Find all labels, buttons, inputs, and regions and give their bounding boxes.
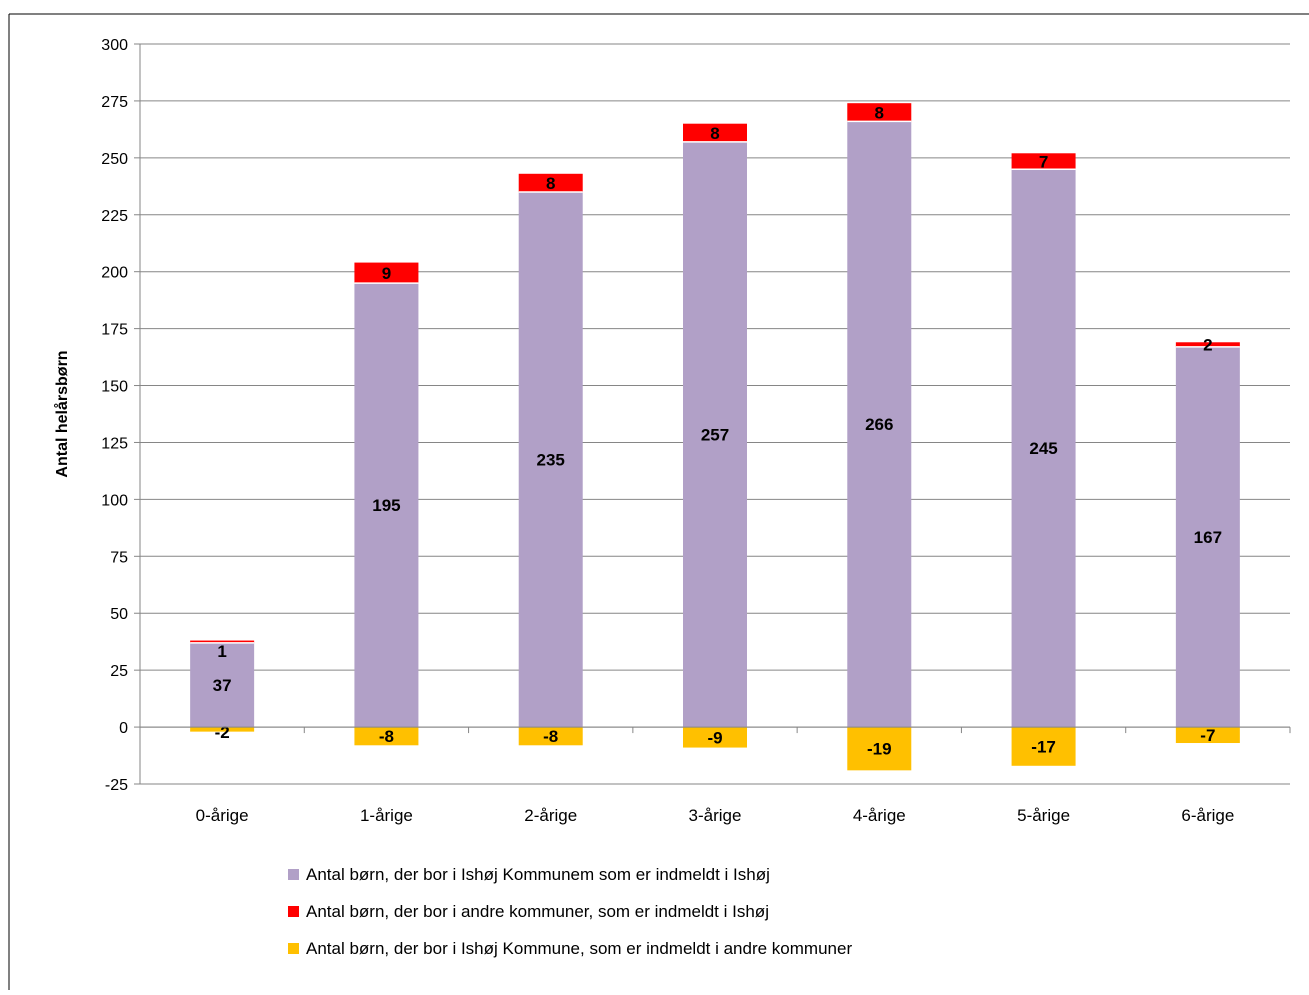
data-label-other-municipality: 7: [1039, 152, 1048, 171]
y-tick-label: 125: [101, 435, 128, 452]
bar-segment-enrolled-elsewhere: [1175, 727, 1240, 744]
y-tick-label: 25: [110, 663, 128, 680]
bar-segment-enrolled-elsewhere: [354, 727, 419, 746]
bar-segment-ishoj-resident: [1175, 346, 1240, 728]
bar-segment-other-municipality: [190, 640, 255, 643]
y-tick-label: 75: [110, 549, 128, 566]
y-tick-label: -25: [105, 777, 128, 794]
data-label-other-municipality: 9: [382, 264, 391, 283]
x-category-label: 2-årige: [524, 806, 577, 825]
x-category-label: 1-årige: [360, 806, 413, 825]
data-label-enrolled-elsewhere: -9: [707, 728, 722, 747]
data-label-ishoj-resident: 266: [865, 415, 893, 434]
bar-segment-other-municipality: [1011, 153, 1076, 170]
bar-segment-enrolled-elsewhere: [1011, 727, 1076, 766]
y-tick-label: 50: [110, 606, 128, 623]
bar-segment-enrolled-elsewhere: [518, 727, 583, 746]
bar-segment-ishoj-resident: [847, 121, 912, 728]
data-label-other-municipality: 8: [710, 124, 719, 143]
x-category-label: 5-årige: [1017, 806, 1070, 825]
bar-segment-ishoj-resident: [354, 283, 419, 728]
data-label-other-municipality: 1: [217, 642, 226, 661]
y-tick-label: 175: [101, 322, 128, 339]
x-category-label: 3-årige: [689, 806, 742, 825]
data-label-ishoj-resident: 167: [1194, 528, 1222, 547]
x-category-label: 6-årige: [1181, 806, 1234, 825]
y-tick-label: 100: [101, 492, 128, 509]
data-label-other-municipality: 8: [875, 103, 884, 122]
legend-swatch: [288, 869, 299, 880]
x-category-label: 0-årige: [196, 806, 249, 825]
bar-segment-ishoj-resident: [683, 141, 747, 728]
bar-segment-other-municipality: [683, 123, 747, 142]
legend-swatch: [288, 906, 299, 917]
data-label-ishoj-resident: 37: [213, 676, 232, 695]
bar-segment-enrolled-elsewhere: [683, 727, 747, 748]
legend-label: Antal børn, der bor i Ishøj Kommunem som…: [306, 865, 770, 884]
bar-segment-ishoj-resident: [1011, 169, 1076, 728]
data-label-other-municipality: 8: [546, 174, 555, 193]
bar-segment-enrolled-elsewhere: [190, 727, 255, 732]
data-label-enrolled-elsewhere: -2: [215, 723, 230, 742]
data-label-enrolled-elsewhere: -19: [867, 740, 892, 759]
y-tick-label: 0: [119, 720, 128, 737]
bar-segment-other-municipality: [354, 262, 419, 284]
bar-segment-ishoj-resident: [190, 642, 255, 728]
bar-segment-other-municipality: [1175, 342, 1240, 347]
bar-segment-enrolled-elsewhere: [847, 727, 912, 771]
data-label-enrolled-elsewhere: -17: [1031, 737, 1056, 756]
data-label-ishoj-resident: 195: [372, 496, 400, 515]
y-tick-label: 200: [101, 265, 128, 282]
y-axis-title: Antal helårsbørn: [53, 350, 71, 477]
y-tick-label: 250: [101, 151, 128, 168]
y-tick-label: 150: [101, 379, 128, 396]
x-category-label: 4-årige: [853, 806, 906, 825]
bar-segment-ishoj-resident: [518, 192, 583, 728]
data-label-ishoj-resident: 257: [701, 425, 729, 444]
bar-segment-other-municipality: [847, 103, 912, 122]
data-label-enrolled-elsewhere: -8: [543, 727, 558, 746]
data-label-enrolled-elsewhere: -8: [379, 727, 394, 746]
legend-swatch: [288, 943, 299, 954]
legend-label: Antal børn, der bor i andre kommuner, so…: [306, 902, 769, 921]
legend-label: Antal børn, der bor i Ishøj Kommune, som…: [306, 939, 852, 958]
y-tick-label: 225: [101, 208, 128, 225]
y-tick-label: 300: [101, 37, 128, 54]
y-tick-label: 275: [101, 94, 128, 111]
data-label-enrolled-elsewhere: -7: [1200, 726, 1215, 745]
data-label-ishoj-resident: 235: [537, 451, 565, 470]
data-label-ishoj-resident: 245: [1029, 439, 1057, 458]
data-label-other-municipality: 2: [1203, 336, 1212, 355]
bar-segment-other-municipality: [518, 173, 583, 192]
